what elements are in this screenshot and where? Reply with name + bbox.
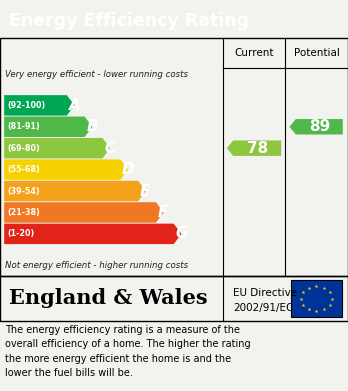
Text: C: C	[104, 141, 116, 156]
Text: Not energy efficient - higher running costs: Not energy efficient - higher running co…	[5, 260, 188, 269]
Bar	[291, 280, 342, 317]
Polygon shape	[4, 224, 181, 244]
Text: EU Directive: EU Directive	[233, 288, 297, 298]
Polygon shape	[4, 202, 164, 223]
Polygon shape	[4, 117, 92, 137]
Text: G: G	[175, 226, 188, 241]
Text: Current: Current	[234, 48, 274, 58]
Text: (21-38): (21-38)	[8, 208, 40, 217]
Text: Potential: Potential	[294, 48, 340, 58]
Text: The energy efficiency rating is a measure of the
overall efficiency of a home. T: The energy efficiency rating is a measur…	[5, 325, 251, 378]
Text: England & Wales: England & Wales	[9, 289, 207, 308]
Text: (55-68): (55-68)	[8, 165, 40, 174]
Text: A: A	[69, 98, 80, 113]
Polygon shape	[4, 138, 110, 158]
Text: 78: 78	[246, 141, 268, 156]
Text: E: E	[140, 183, 150, 199]
Polygon shape	[227, 140, 281, 156]
Text: F: F	[158, 205, 168, 220]
Text: Very energy efficient - lower running costs: Very energy efficient - lower running co…	[5, 70, 188, 79]
Text: B: B	[86, 119, 98, 134]
Text: (1-20): (1-20)	[8, 230, 35, 239]
Text: (81-91): (81-91)	[8, 122, 40, 131]
Polygon shape	[4, 95, 74, 116]
Text: 89: 89	[309, 119, 330, 134]
Text: (69-80): (69-80)	[8, 144, 40, 153]
Text: (92-100): (92-100)	[8, 101, 46, 110]
Text: D: D	[122, 162, 135, 177]
Polygon shape	[4, 181, 146, 201]
Text: 2002/91/EC: 2002/91/EC	[233, 303, 293, 314]
Text: Energy Efficiency Rating: Energy Efficiency Rating	[9, 12, 249, 30]
Text: (39-54): (39-54)	[8, 187, 40, 196]
Polygon shape	[4, 160, 128, 180]
Polygon shape	[290, 119, 343, 135]
